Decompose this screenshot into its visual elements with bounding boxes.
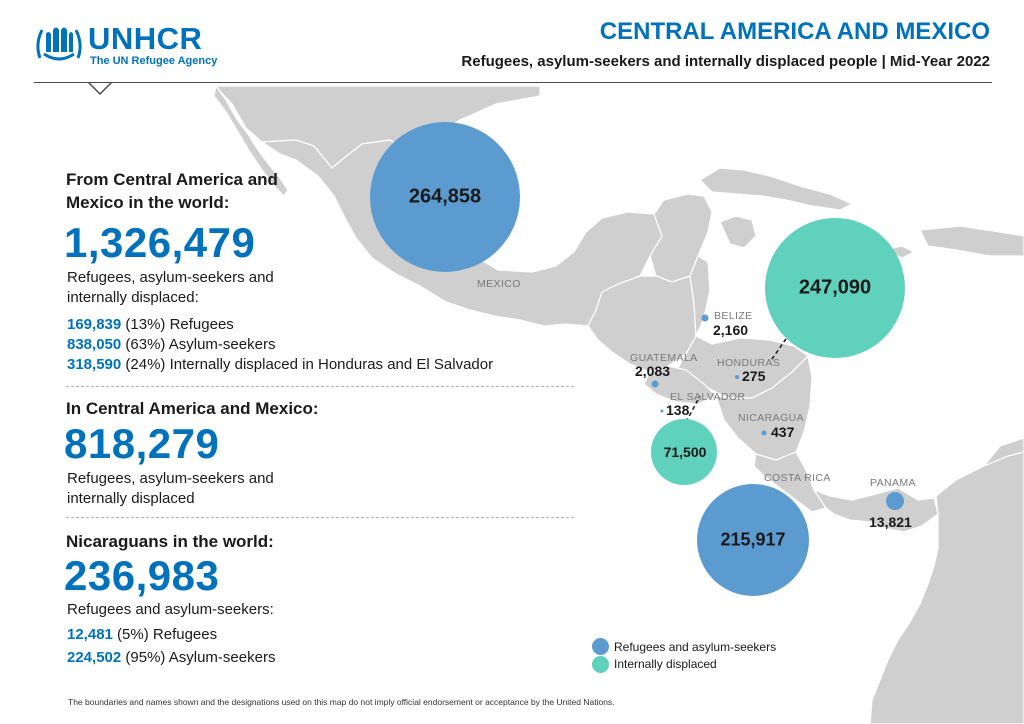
nicaraguans-breakdown-asylum: 224,502 (95%) Asylum-seekers: [67, 648, 275, 668]
nicaragua-dot: [761, 430, 767, 436]
breakdown-value: 224,502: [67, 649, 122, 666]
world-heading: From Central America and Mexico in the w…: [66, 170, 278, 212]
logo-tagline: The UN Refugee Agency: [90, 55, 218, 67]
honduras-refugee-value: 275: [742, 368, 766, 384]
hispaniola: [919, 225, 1024, 257]
legend-refugees-label: Refugees and asylum-seekers: [614, 640, 777, 654]
mexico-refugee-bubble: [370, 122, 520, 272]
panama-refugee-bubble: [886, 492, 904, 510]
page-subtitle: Refugees, asylum-seekers and internally …: [461, 53, 990, 70]
honduras-leader-line: [769, 332, 791, 363]
unhcr-emblem-icon: [36, 27, 82, 61]
belize-refugee-value: 2,160: [713, 322, 749, 338]
el-salvador-leader-line: [685, 395, 701, 423]
guatemala-dot: [651, 380, 659, 388]
honduras-idp-value: 247,090: [798, 276, 872, 299]
el-salvador-land: [643, 365, 718, 405]
el-salvador-dot: [660, 409, 664, 413]
nicaraguans-heading: Nicaraguans in the world:: [66, 532, 274, 551]
logo-name: UNHCR: [88, 21, 203, 56]
honduras-dot: [735, 375, 739, 379]
country-label-costa-rica: COSTA RICA: [764, 472, 831, 484]
region-heading: In Central America and Mexico:: [66, 399, 319, 418]
breakdown-text: (95%) Asylum-seekers: [121, 649, 276, 666]
venezuela-coast: [983, 437, 1024, 467]
section-separator: [66, 386, 574, 387]
legend-idp-label: Internally displaced: [614, 657, 717, 671]
country-label-mexico: MEXICO: [477, 278, 521, 290]
belize-dot: [701, 314, 709, 322]
panama-land: [812, 487, 939, 533]
legend-refugees-swatch: [592, 638, 609, 655]
honduras-idp-bubble: [765, 218, 905, 358]
costa-rica-land: [753, 451, 827, 513]
world-breakdown-idp: 318,590 (24%) Internally displaced in Ho…: [67, 355, 493, 375]
legend-idp-swatch: [592, 656, 609, 673]
nicaraguans-description: Refugees and asylum-seekers:: [67, 601, 274, 618]
region-description: Refugees, asylum-seekers and internally …: [67, 470, 274, 507]
breakdown-value: 838,050: [67, 336, 122, 353]
breakdown-text: (63%) Asylum-seekers: [121, 336, 276, 353]
nicaraguans-breakdown-refugees: 12,481 (5%) Refugees: [67, 625, 217, 645]
country-label-nicaragua: NICARAGUA: [738, 412, 805, 424]
guatemala-refugee-value: 2,083: [635, 363, 671, 379]
el-salvador-refugee-value: 138: [666, 402, 690, 418]
breakdown-text: (13%) Refugees: [121, 316, 234, 333]
cuba: [699, 167, 854, 211]
world-breakdown-refugees: 169,839 (13%) Refugees: [67, 315, 234, 335]
breakdown-value: 169,839: [67, 316, 122, 333]
country-label-panama: PANAMA: [870, 477, 916, 489]
region-total: 818,279: [64, 420, 220, 467]
map-disclaimer: The boundaries and names shown and the d…: [68, 697, 615, 707]
el-salvador-idp-bubble: [651, 419, 717, 485]
country-label-el-salvador: EL SALVADOR: [670, 391, 746, 403]
breakdown-value: 318,590: [67, 356, 122, 373]
unhcr-logo: UNHCR The UN Refugee Agency: [34, 20, 224, 68]
breakdown-text: (5%) Refugees: [112, 626, 218, 643]
page-title: CENTRAL AMERICA AND MEXICO: [599, 18, 990, 45]
country-label-guatemala: GUATEMALA: [630, 352, 698, 364]
country-label-belize: BELIZE: [714, 310, 753, 322]
nicaragua-refugee-value: 437: [771, 424, 795, 440]
nicaragua-land: [715, 354, 813, 461]
header-divider: [34, 82, 992, 83]
world-breakdown-asylum: 838,050 (63%) Asylum-seekers: [67, 335, 275, 355]
breakdown-value: 12,481: [67, 626, 113, 643]
el-salvador-idp-value: 71,500: [663, 444, 707, 460]
section-separator: [66, 517, 574, 518]
mexico-refugee-value: 264,858: [408, 185, 482, 208]
world-description: Refugees, asylum-seekers and internally …: [67, 269, 274, 306]
costa-rica-refugee-bubble: [697, 484, 809, 596]
costa-rica-refugee-value: 215,917: [720, 529, 786, 550]
baja-california: [213, 84, 289, 197]
breakdown-text: (24%) Internally displaced in Honduras a…: [121, 356, 494, 373]
world-total: 1,326,479: [64, 219, 256, 266]
nicaraguans-total: 236,983: [64, 552, 220, 599]
cuba-east: [719, 215, 757, 249]
header-pointer: [88, 82, 112, 96]
country-label-honduras: HONDURAS: [717, 357, 781, 369]
belize-land: [689, 255, 711, 337]
panama-refugee-value: 13,821: [869, 514, 912, 530]
